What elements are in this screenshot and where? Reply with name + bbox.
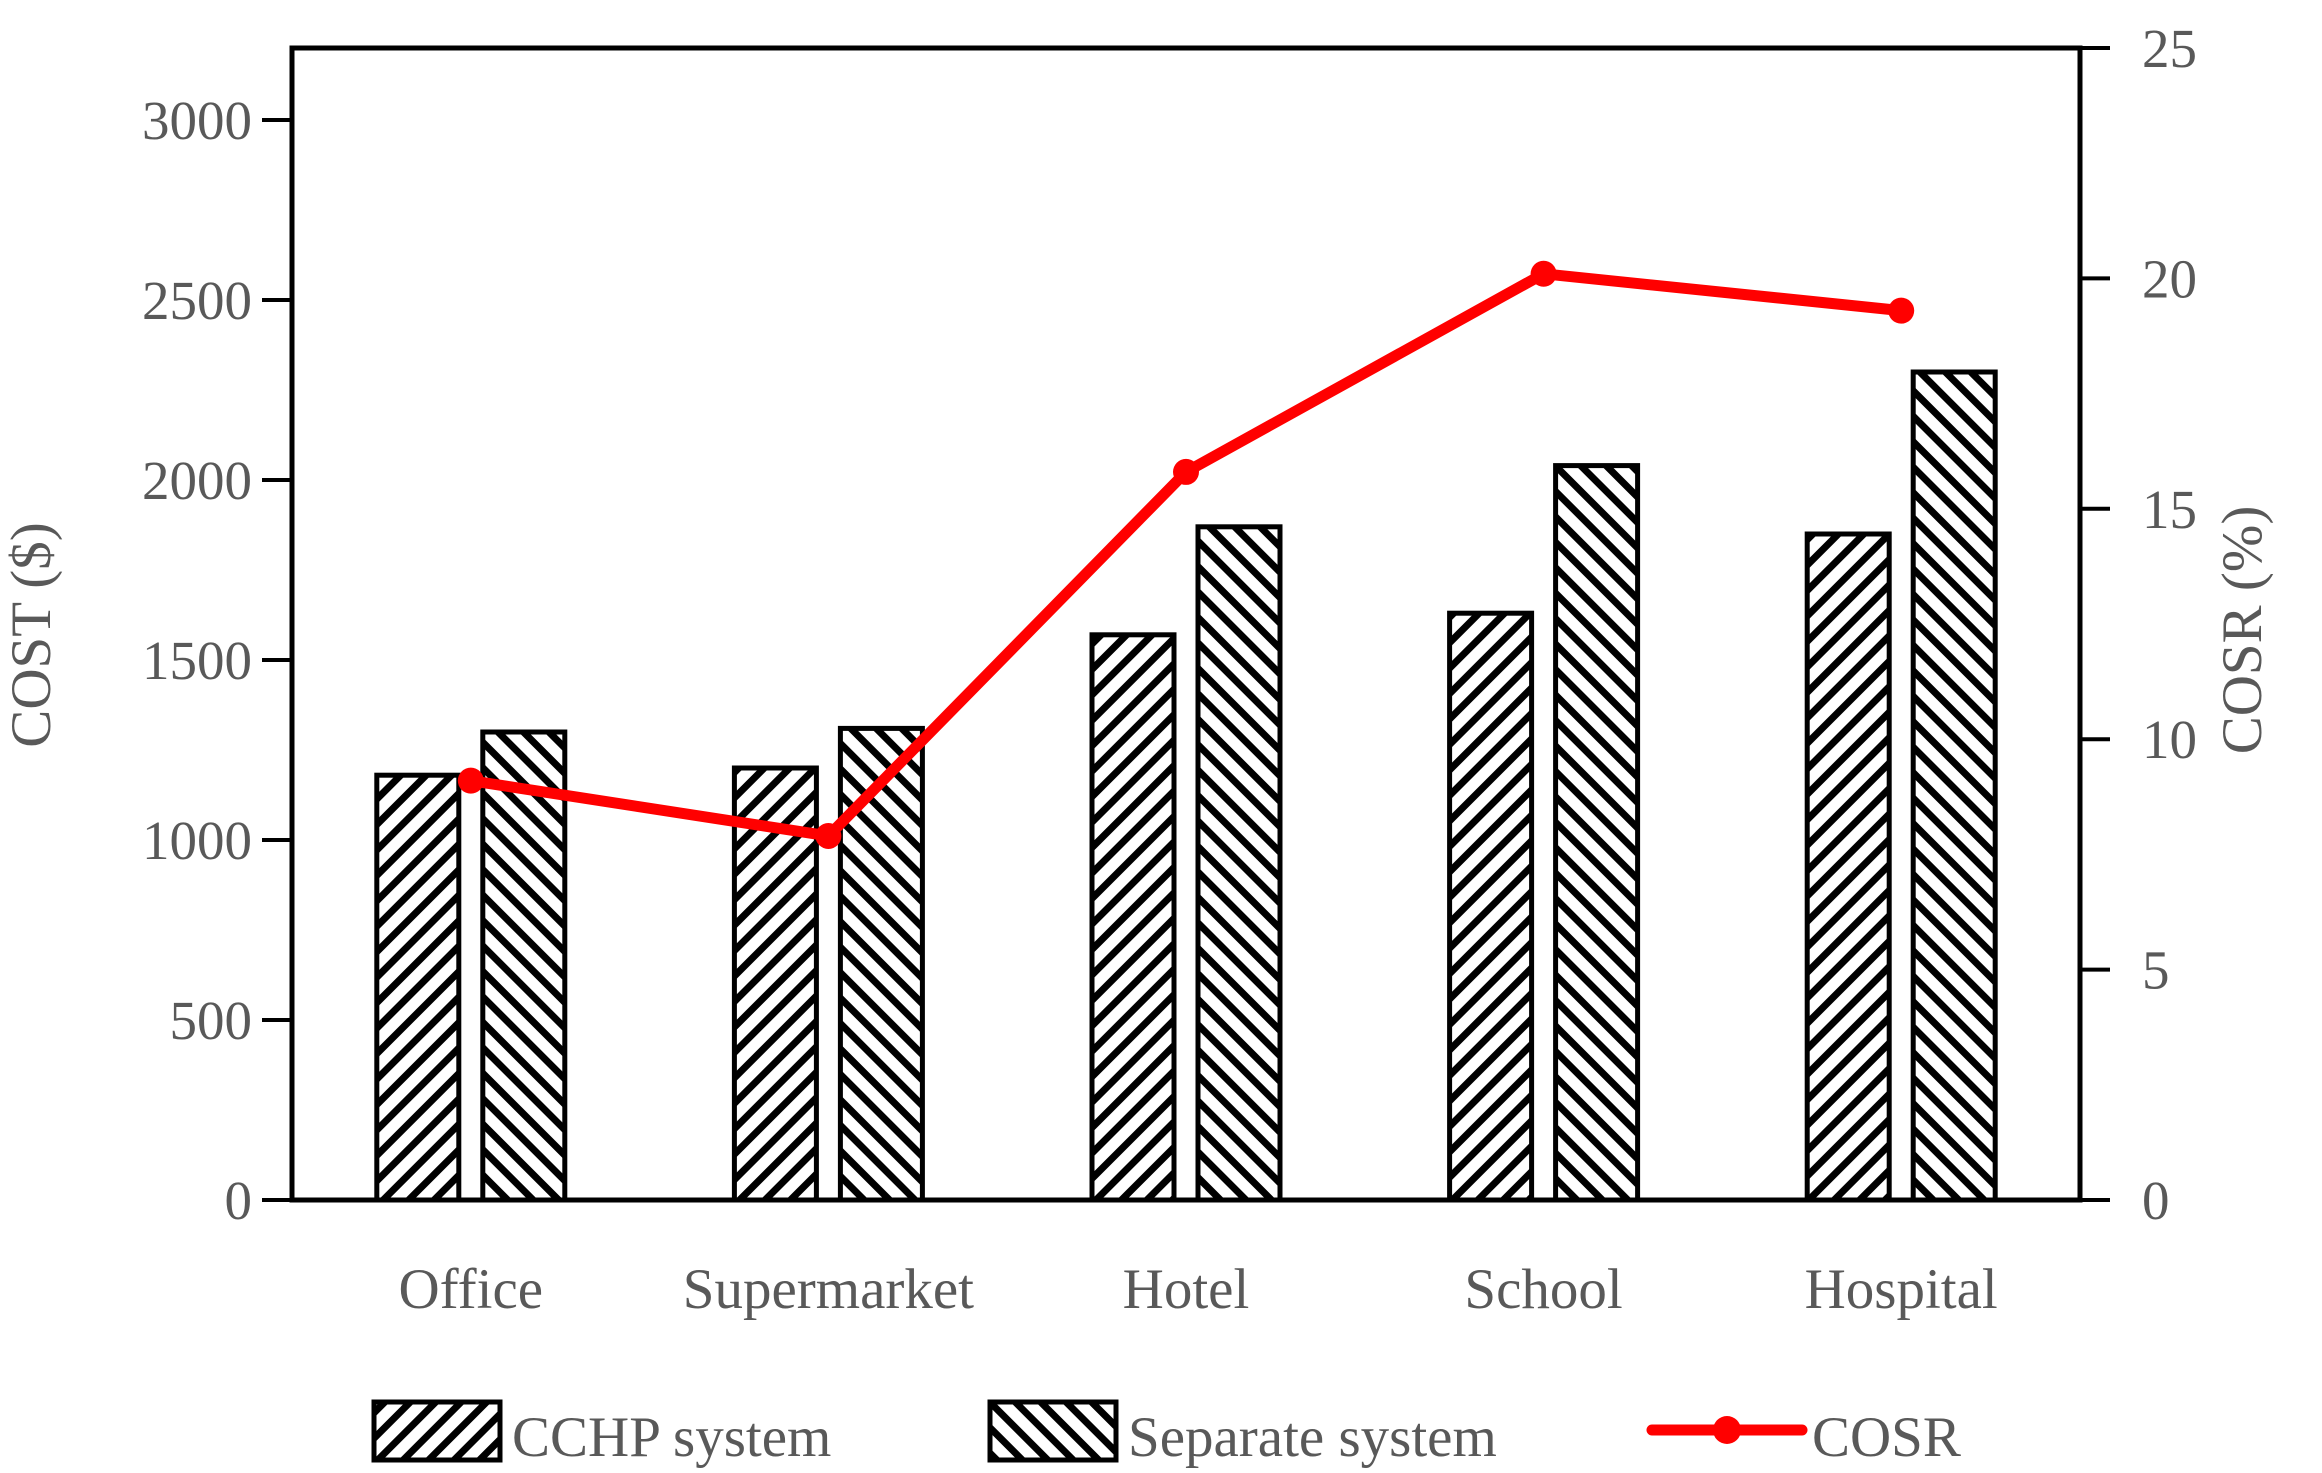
- left-axis-tick-label: 2000: [142, 450, 252, 511]
- right-axis-tick-label: 25: [2142, 18, 2197, 79]
- right-axis-tick-label: 15: [2142, 479, 2197, 540]
- bar-cchp-hotel: [1089, 632, 1177, 1203]
- plot-frame: [289, 45, 2083, 1203]
- right-axis-tick-label: 0: [2142, 1170, 2170, 1231]
- cosr-line-group: [457, 260, 1915, 849]
- legend-label-cchp: CCHP system: [512, 1406, 831, 1469]
- bar-separate-supermarket: [837, 725, 925, 1203]
- bar-cchp-supermarket: [731, 765, 819, 1203]
- left-axis-tick-label: 1000: [142, 810, 252, 871]
- legend-label-separate: Separate system: [1128, 1406, 1497, 1469]
- right-axis: 0 5 10 15 20 25: [2080, 18, 2197, 1231]
- bar-separate-office: [480, 729, 568, 1203]
- bar-separate-hospital: [1910, 369, 1998, 1203]
- right-axis-tick-label: 20: [2142, 248, 2197, 309]
- cosr-marker-office: [457, 767, 484, 794]
- cosr-marker-supermarket: [815, 822, 842, 849]
- legend-swatch-separate-icon: [987, 1399, 1119, 1463]
- cosr-marker-hospital: [1888, 297, 1915, 324]
- left-axis-tick-label: 1500: [142, 630, 252, 691]
- category-label-hospital: Hospital: [1805, 1258, 1998, 1321]
- bar-separate-school: [1553, 463, 1641, 1203]
- category-axis: Office Supermarket Hotel School Hospital: [399, 1258, 1998, 1321]
- category-label-office: Office: [399, 1258, 544, 1321]
- cosr-marker-school: [1530, 260, 1557, 287]
- bar-cchp-office: [374, 772, 462, 1203]
- left-axis-tick-label: 500: [170, 990, 253, 1051]
- right-axis-tick-label: 10: [2142, 709, 2197, 770]
- category-label-supermarket: Supermarket: [683, 1258, 974, 1321]
- left-axis-tick-label: 0: [225, 1170, 253, 1231]
- bar-cchp-hospital: [1804, 531, 1892, 1203]
- category-label-school: School: [1464, 1258, 1622, 1321]
- legend-label-cosr: COSR: [1812, 1406, 1961, 1469]
- cosr-line: [465, 268, 1907, 842]
- legend-swatch-cchp-icon: [371, 1399, 503, 1463]
- bar-separate-hotel: [1195, 524, 1283, 1203]
- bars-group: [374, 369, 1998, 1203]
- left-axis-tick-label: 3000: [142, 90, 252, 151]
- right-axis-tick-label: 5: [2142, 940, 2170, 1001]
- bar-cchp-school: [1447, 610, 1535, 1203]
- right-axis-title: COSR (%): [2211, 506, 2274, 755]
- legend: CCHP system Separate system COSR: [371, 1399, 1961, 1469]
- left-axis: 0 500 1000 1500 2000 2500 3000: [142, 90, 292, 1231]
- left-axis-title: COST ($): [0, 522, 63, 747]
- left-axis-tick-label: 2500: [142, 270, 252, 331]
- category-label-hotel: Hotel: [1123, 1258, 1250, 1321]
- legend-marker-cosr-icon: [1713, 1416, 1741, 1444]
- cosr-marker-hotel: [1173, 458, 1199, 485]
